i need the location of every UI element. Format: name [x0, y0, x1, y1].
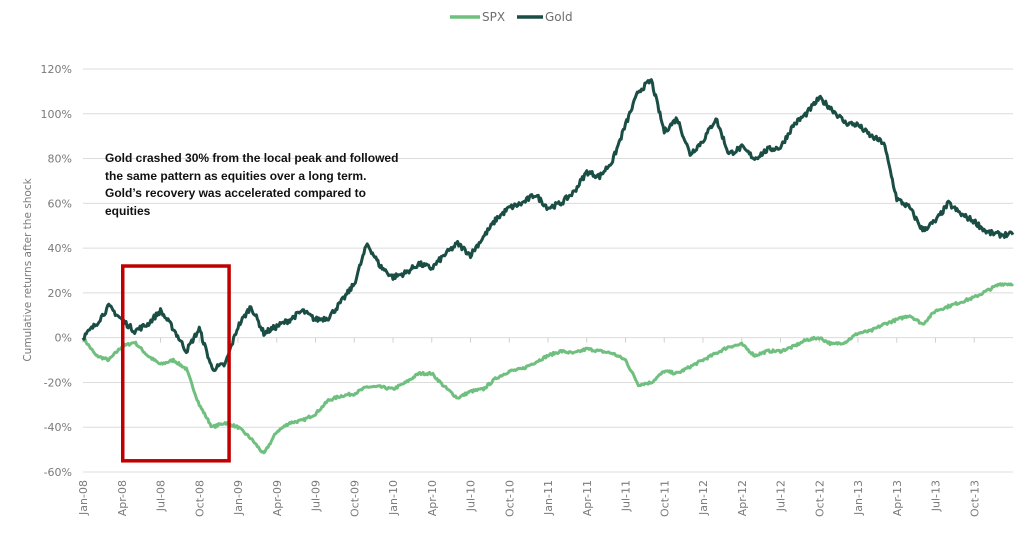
highlight-box: [121, 264, 231, 463]
x-tick-label: Oct-08: [193, 480, 206, 517]
x-tick-label: Oct-13: [968, 480, 981, 517]
x-tick-label: Jan-10: [387, 480, 400, 516]
y-axis: 120% 100% 80% 60% 40% 20% 0% -20% -40% -60%: [41, 63, 72, 479]
y-tick-label: 100%: [41, 108, 72, 121]
y-tick-label: -20%: [44, 376, 72, 389]
y-tick-label: -60%: [44, 466, 72, 479]
x-tick-label: Oct-12: [813, 480, 826, 517]
x-tick-label: Jul-11: [620, 480, 633, 512]
x-tick-label: Jan-08: [77, 480, 90, 516]
x-tick-label: Apr-11: [581, 480, 594, 516]
x-tick-label: Jul-12: [775, 480, 788, 512]
x-tick-label: Jan-11: [542, 480, 555, 516]
x-tick-label: Oct-10: [503, 480, 516, 517]
x-tick-label: Jul-10: [465, 480, 478, 512]
legend: SPX Gold: [450, 10, 573, 24]
x-tick-label: Jan-12: [697, 480, 710, 516]
legend-label-spx: SPX: [482, 10, 505, 24]
series-lines: [81, 78, 1015, 455]
x-tick-label: Oct-09: [348, 480, 361, 517]
x-tick-label: Apr-12: [736, 480, 749, 516]
y-tick-label: 60%: [48, 197, 72, 210]
y-axis-title: Cumulative returns after the shock: [22, 177, 34, 361]
x-tick-label: Apr-13: [891, 480, 904, 516]
y-tick-label: -40%: [44, 421, 72, 434]
gridlines: [83, 68, 1013, 473]
x-tick-label: Apr-09: [271, 480, 284, 516]
legend-label-gold: Gold: [545, 10, 573, 24]
series-line-gold: [81, 78, 1015, 373]
series-line-spx: [81, 282, 1015, 455]
x-tick-label: Jul-09: [310, 480, 323, 512]
y-tick-label: 40%: [48, 242, 72, 255]
y-tick-label: 120%: [41, 63, 72, 76]
y-tick-label: 20%: [48, 287, 72, 300]
x-tick-label: Oct-11: [658, 480, 671, 517]
y-tick-label: 80%: [48, 153, 72, 166]
x-tick-label: Apr-10: [426, 480, 439, 516]
x-tick-label: Jul-08: [155, 480, 168, 512]
x-tick-label: Apr-08: [116, 480, 129, 516]
annotation-text: Gold crashed 30% from the local peak and…: [105, 151, 399, 218]
x-tick-label: Jan-13: [852, 480, 865, 516]
x-tick-label: Jan-09: [232, 480, 245, 516]
x-axis: Jan-08 Apr-08 Jul-08 Oct-08 Jan-09 Apr-09 Jul-…: [77, 337, 981, 517]
y-tick-label: 0%: [55, 332, 72, 345]
x-tick-label: Jul-13: [930, 480, 943, 512]
